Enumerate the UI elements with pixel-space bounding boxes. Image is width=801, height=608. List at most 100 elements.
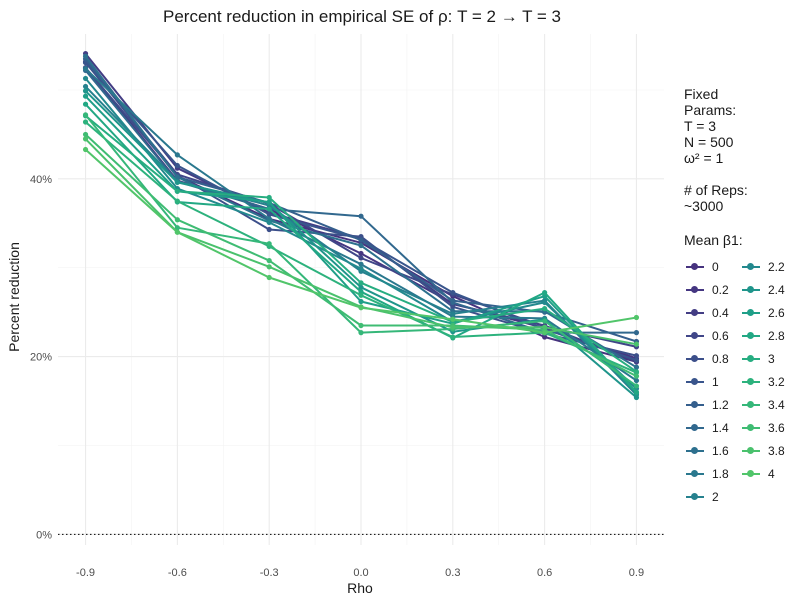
data-point (174, 152, 180, 158)
data-point (633, 369, 640, 376)
legend-key (684, 354, 706, 364)
data-point (542, 290, 548, 296)
legend-key (684, 469, 706, 479)
legend-item: 2 (684, 485, 740, 508)
legend-key (684, 377, 706, 387)
legend-item: 2.8 (740, 324, 796, 347)
legend-key (740, 354, 762, 364)
data-point (633, 383, 640, 389)
x-tick-label: 0.3 (445, 567, 460, 579)
legend-label: 2 (712, 489, 719, 504)
data-point (174, 179, 180, 186)
legend-label: 1.8 (712, 466, 729, 481)
data-point (266, 258, 272, 264)
legend-item: 1.2 (684, 393, 740, 416)
x-tick-label: 0.6 (537, 567, 552, 579)
legend-item: 0.4 (684, 301, 740, 324)
legend-key (684, 308, 706, 318)
tick-label-layer: -0.9 -0.6 -0.3 0.0 0.3 0.6 0.9 0% 20% 40% (30, 174, 644, 579)
legend-key-dot (691, 286, 698, 293)
legend-key-dot (747, 424, 754, 431)
legend-item: 3 (740, 347, 796, 370)
legend-label: 1.6 (712, 443, 729, 458)
legend-item: 3.4 (740, 393, 796, 416)
series-group (82, 53, 640, 370)
data-point (633, 373, 640, 379)
data-point (82, 131, 89, 138)
data-point (542, 306, 548, 312)
data-point (358, 330, 364, 336)
x-axis-label: Rho (347, 580, 373, 596)
data-point (450, 316, 456, 322)
legend-item: 1 (684, 370, 740, 393)
data-point (358, 289, 364, 295)
data-point (266, 241, 272, 247)
fixed-params-line: Params: (684, 102, 737, 118)
legend-label: 2.6 (768, 305, 785, 320)
data-point (82, 136, 89, 142)
data-point (542, 318, 548, 324)
data-point (174, 225, 180, 231)
data-point (82, 146, 89, 153)
data-point (358, 322, 364, 329)
legend-key (740, 423, 762, 433)
data-point (358, 237, 364, 243)
legend-key-dot (691, 332, 698, 339)
data-point (358, 284, 364, 290)
data-point (633, 357, 640, 363)
data-point (174, 217, 180, 223)
series-layer (82, 50, 640, 401)
data-point (358, 261, 364, 267)
legend-key-dot (747, 332, 754, 339)
legend-item: 2.2 (740, 255, 796, 278)
legend-label: 3.6 (768, 420, 785, 435)
legend-key (684, 331, 706, 341)
data-point (358, 250, 364, 257)
legend-key-dot (747, 470, 754, 477)
data-point (174, 229, 180, 235)
data-point (266, 216, 272, 222)
data-point (174, 174, 180, 180)
legend-item: 0 (684, 255, 740, 278)
reps-line: ~3000 (684, 198, 724, 214)
data-point (450, 311, 456, 317)
legend-label: 2.4 (768, 282, 785, 297)
data-point (266, 264, 272, 270)
data-point (82, 75, 89, 82)
fixed-params-line: T = 3 (684, 118, 717, 134)
legend-key (740, 308, 762, 318)
data-point (542, 334, 548, 340)
data-point (266, 211, 272, 218)
data-point (358, 213, 364, 219)
legend-item: 1.4 (684, 416, 740, 439)
data-point (450, 334, 456, 340)
legend-key (684, 285, 706, 295)
data-point (174, 198, 180, 204)
legend-key (684, 446, 706, 456)
series-group (82, 131, 640, 379)
data-point (633, 394, 640, 401)
x-tick-label: -0.6 (168, 567, 187, 579)
data-point (266, 194, 272, 201)
legend-item: 3.2 (740, 370, 796, 393)
data-point (358, 298, 364, 305)
data-point (450, 290, 456, 296)
legend-key (740, 262, 762, 272)
legend-item: 0.8 (684, 347, 740, 370)
fixed-params-line: Fixed (684, 86, 719, 102)
legend-key-dot (747, 286, 754, 293)
legend-key-dot (691, 493, 698, 500)
legend-label: 3.2 (768, 374, 785, 389)
legend-label: 3.4 (768, 397, 785, 412)
legend-key-dot (747, 401, 754, 408)
reps-line: # of Reps: (684, 182, 748, 198)
legend-item: 1.6 (684, 439, 740, 462)
data-point (450, 304, 456, 310)
legend-key (684, 492, 706, 502)
data-point (633, 341, 640, 347)
legend-label: 1.2 (712, 397, 729, 412)
data-point (174, 162, 180, 169)
legend-key (740, 285, 762, 295)
